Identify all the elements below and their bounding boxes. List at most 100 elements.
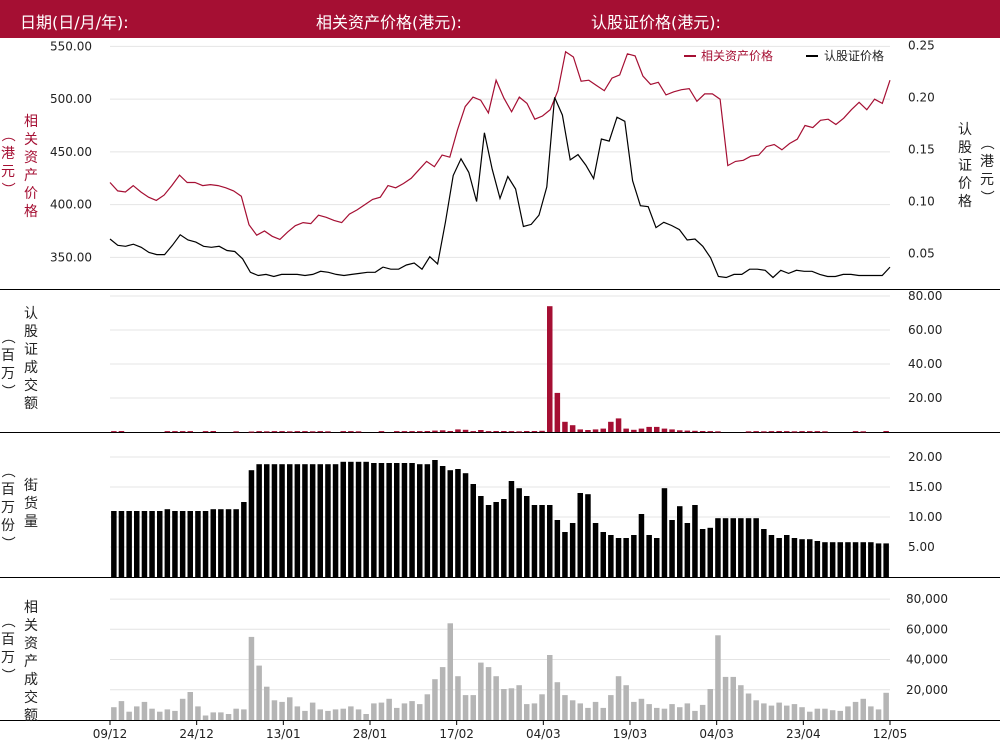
right-axis-title-char: 股 — [958, 140, 972, 156]
outstanding-bar — [447, 470, 453, 577]
warrant-turnover-bar — [699, 431, 706, 432]
underlying-turnover-bar — [424, 694, 431, 720]
underlying-turnover-bar — [179, 698, 186, 720]
outstanding-bar — [455, 469, 461, 577]
underlying-turnover-bar — [608, 695, 614, 720]
underlying-turnover-bar — [432, 679, 438, 720]
outstanding-bar — [302, 464, 308, 577]
outstanding-bar — [164, 509, 171, 577]
outstanding-tick-label: 20.00 — [908, 450, 942, 464]
outstanding-axis-title: 街货量 — [24, 478, 38, 530]
underlying-turnover-bar — [309, 702, 316, 720]
warrant-turnover-bar — [248, 431, 255, 433]
warrant-turnover-bar — [394, 431, 400, 433]
outstanding-bar — [241, 502, 247, 577]
left-axis-title-unit-char: 港 — [1, 146, 15, 162]
warrant-turnover-bar — [860, 431, 866, 433]
right-axis-title-unit-char: 港 — [980, 154, 994, 170]
warrant-turnover-bar — [715, 431, 721, 433]
underlying-turnover-axis-title-unit-char: 万 — [1, 650, 15, 666]
underlying-turnover-bar — [638, 698, 645, 720]
warrant-turnover-bar — [569, 425, 576, 432]
turnover-axis-title-char: 交 — [24, 377, 38, 394]
warrant-turnover-bar — [761, 431, 767, 433]
underlying-turnover-bar — [134, 706, 140, 720]
underlying-turnover-bar — [852, 701, 859, 720]
underlying-turnover-bar — [225, 714, 232, 720]
outstanding-axis-title-unit-char: （ — [0, 464, 15, 478]
underlying-turnover-bar — [524, 704, 530, 720]
warrant-turnover-bar — [118, 431, 125, 432]
outstanding-bar — [646, 535, 652, 577]
outstanding-bar — [692, 505, 698, 577]
outstanding-bar — [615, 538, 622, 577]
outstanding-bar — [363, 461, 369, 577]
underlying-turnover-bar — [845, 706, 851, 720]
warrant-turnover-bar — [684, 430, 691, 432]
warrant-turnover-bar — [164, 431, 171, 433]
left-axis-title-unit-char: （ — [0, 128, 15, 142]
turnover-axis-title-unit-char: ） — [0, 384, 15, 398]
left-tick-label: 450.00 — [50, 145, 92, 159]
outstanding-bar — [562, 532, 568, 577]
outstanding-bar — [248, 470, 255, 577]
outstanding-bar — [623, 538, 629, 577]
underlying-turnover-bar — [516, 685, 522, 720]
warrant-turnover-bar — [799, 431, 805, 433]
underlying-turnover-bar — [386, 698, 392, 720]
outstanding-bar — [118, 511, 125, 577]
underlying-turnover-axis-title-unit-char: （ — [0, 614, 15, 628]
underlying-turnover-axis-title-unit-char: ） — [0, 668, 15, 682]
outstanding-bar — [157, 511, 163, 577]
underlying-turnover-bar — [447, 623, 453, 720]
turnover-axis-title-char: 认 — [24, 306, 38, 322]
warrant-turnover-bar — [852, 431, 859, 433]
warrant-turnover-bar — [623, 428, 629, 432]
legend-label-warrant: 认股证价格 — [824, 48, 884, 63]
warrant-turnover-bar — [753, 431, 759, 433]
outstanding-bar — [860, 542, 866, 577]
left-axis-title-char: 格 — [24, 204, 38, 220]
underlying-turnover-bar — [401, 703, 408, 720]
underlying-turnover-bar — [455, 676, 461, 720]
outstanding-bar — [126, 511, 132, 577]
outstanding-bar — [187, 511, 193, 577]
outstanding-bar — [684, 523, 691, 577]
warrant-turnover-bar — [455, 429, 461, 432]
turnover-axis-title-char: 额 — [24, 396, 38, 412]
warrant-turnover-bar — [470, 431, 476, 433]
outstanding-bar — [699, 529, 706, 577]
turnover-axis-title-unit-char: 万 — [1, 366, 15, 382]
underlying-turnover-bar — [141, 701, 148, 720]
outstanding-bar — [608, 535, 614, 577]
left-tick-label: 350.00 — [50, 250, 92, 264]
underlying-turnover-bar — [118, 701, 125, 720]
underlying-turnover-axis-title-char: 额 — [24, 708, 38, 724]
warrant-turnover-bar — [585, 430, 591, 432]
underlying-turnover-bar — [539, 694, 545, 720]
warrant-turnover-bar — [661, 428, 668, 432]
warrant-turnover-bar — [631, 429, 637, 432]
outstanding-bar — [225, 509, 232, 577]
underlying-turnover-bar — [623, 685, 629, 720]
underlying-turnover-bar — [439, 667, 446, 720]
warrant-turnover-bar — [172, 431, 178, 433]
underlying-turnover-bar — [264, 686, 270, 720]
underlying-price-line — [109, 50, 891, 241]
outstanding-bar — [661, 488, 668, 577]
underlying-turnover-bar — [294, 706, 301, 720]
left-tick-label: 500.00 — [50, 92, 92, 106]
warrant-turnover-bar — [592, 429, 599, 432]
warrant-turnover-bar — [501, 431, 507, 432]
underlying-turnover-bar — [585, 707, 591, 720]
underlying-turnover-bar — [111, 707, 117, 720]
warrant-turnover-tick-label: 60.00 — [908, 323, 942, 337]
outstanding-bar — [378, 463, 385, 577]
underlying-turnover-bar — [883, 692, 889, 720]
warrant-turnover-bar — [478, 430, 484, 432]
warrant-turnover-bar — [677, 430, 683, 432]
outstanding-bar — [524, 496, 530, 577]
right-tick-label: 0.15 — [908, 142, 935, 156]
outstanding-bar — [547, 505, 553, 577]
